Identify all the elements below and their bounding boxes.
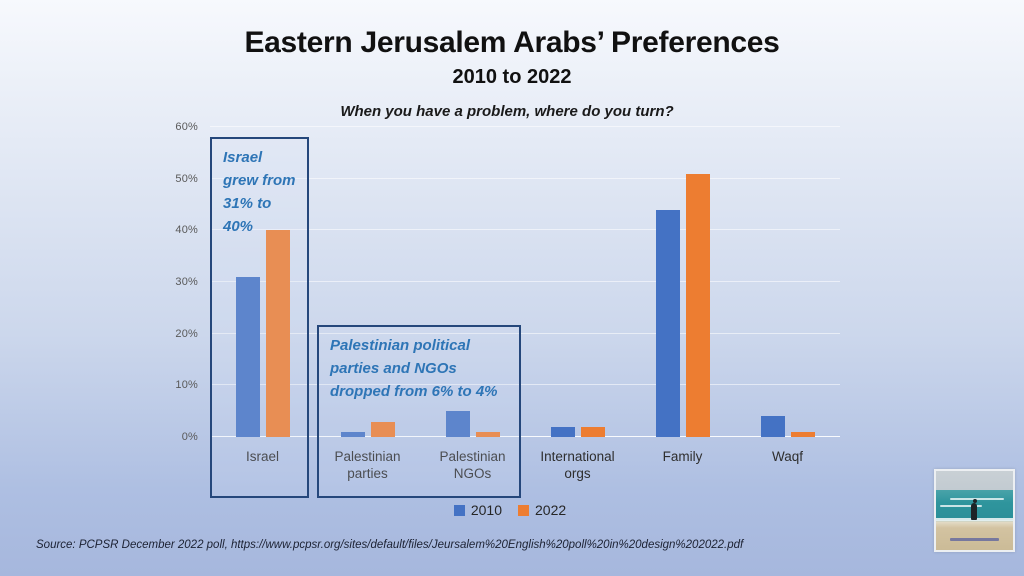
- gridline: [210, 177, 840, 179]
- bar-group-palestinian-ngos: [420, 127, 525, 437]
- annotation-text-palestinian: Palestinian political parties and NGOs d…: [330, 337, 498, 400]
- x-label-palestinian-ngos: Palestinian NGOs: [439, 449, 506, 481]
- bar-2010-israel: [235, 276, 260, 437]
- x-axis-line: [210, 435, 840, 437]
- legend-label: 2010: [470, 502, 502, 518]
- bar-group-waqf: [735, 127, 840, 437]
- gridline: [210, 384, 840, 386]
- source-citation: Source: PCPSR December 2022 poll, https:…: [36, 539, 744, 551]
- y-tick-label: 20%: [175, 327, 198, 340]
- bar-2022-family: [685, 173, 710, 437]
- legend-item-2010: 2010: [453, 502, 502, 518]
- legend-swatch-2010: [453, 504, 465, 516]
- x-axis-labels: Israel Palestinian parties Palestinian NGO…: [210, 448, 840, 482]
- plot-area: [210, 126, 840, 437]
- x-label-waqf: Waqf: [771, 449, 803, 464]
- legend-swatch-2022: [518, 504, 529, 516]
- slide-title: Eastern Jerusalem Arabs’ Preferences: [244, 26, 780, 59]
- y-tick-label: 30%: [175, 276, 198, 288]
- bar-2010-palestinian-ngos: [445, 411, 470, 437]
- wave-line: [949, 497, 1004, 500]
- y-axis: 0% 10% 20% 30% 40% 50% 60%: [146, 121, 198, 443]
- legend-label: 2022: [535, 502, 567, 518]
- photo-caption-text: [949, 538, 1000, 541]
- bar-2010-palestinian-parties: [340, 431, 365, 437]
- shore-foam: [936, 518, 1013, 522]
- bar-2010-international-orgs: [550, 426, 575, 437]
- x-label-israel: Israel: [245, 449, 279, 464]
- bar-2010-family: [655, 209, 680, 437]
- x-label-international-orgs: International orgs: [540, 449, 615, 481]
- gridline: [210, 281, 840, 282]
- chart-title-question: When you have a problem, where do you tu…: [340, 103, 674, 120]
- wave-line: [939, 504, 983, 507]
- gridline: [210, 229, 840, 231]
- y-tick-label: 0%: [181, 431, 198, 443]
- bar-2010-waqf: [760, 416, 785, 437]
- x-label-family: Family: [662, 449, 703, 464]
- bar-group-palestinian-parties: [315, 127, 420, 437]
- bar-2022-international-orgs: [580, 426, 605, 437]
- bar-group-international-orgs: [525, 127, 630, 437]
- y-tick-label: 10%: [175, 379, 198, 392]
- bar-2022-israel: [265, 230, 290, 437]
- slide-subtitle: 2010 to 2022: [452, 66, 572, 88]
- gridline: [210, 126, 840, 127]
- legend: 2010 2022: [0, 502, 1020, 518]
- bar-2022-palestinian-ngos: [475, 431, 500, 437]
- bar-group-israel: [210, 127, 315, 437]
- person-figure: [971, 498, 978, 520]
- annotation-box-palestinian: Palestinian political parties and NGOs d…: [317, 325, 521, 498]
- legend-item-2022: 2022: [518, 502, 566, 518]
- annotation-box-israel: Israel grew from 31% to 40%: [210, 137, 309, 498]
- bar-2022-waqf: [790, 431, 815, 437]
- bar-2022-palestinian-parties: [370, 421, 395, 437]
- annotation-text-israel: Israel grew from 31% to 40%: [223, 149, 296, 235]
- bar-groups: [210, 127, 840, 437]
- bar-group-family: [630, 127, 735, 437]
- gridline: [210, 332, 840, 334]
- y-tick-label: 40%: [175, 224, 198, 237]
- x-label-palestinian-parties: Palestinian parties: [334, 449, 401, 481]
- y-tick-label: 60%: [175, 121, 198, 133]
- beach-photo: [934, 469, 1015, 552]
- y-tick-label: 50%: [175, 172, 198, 185]
